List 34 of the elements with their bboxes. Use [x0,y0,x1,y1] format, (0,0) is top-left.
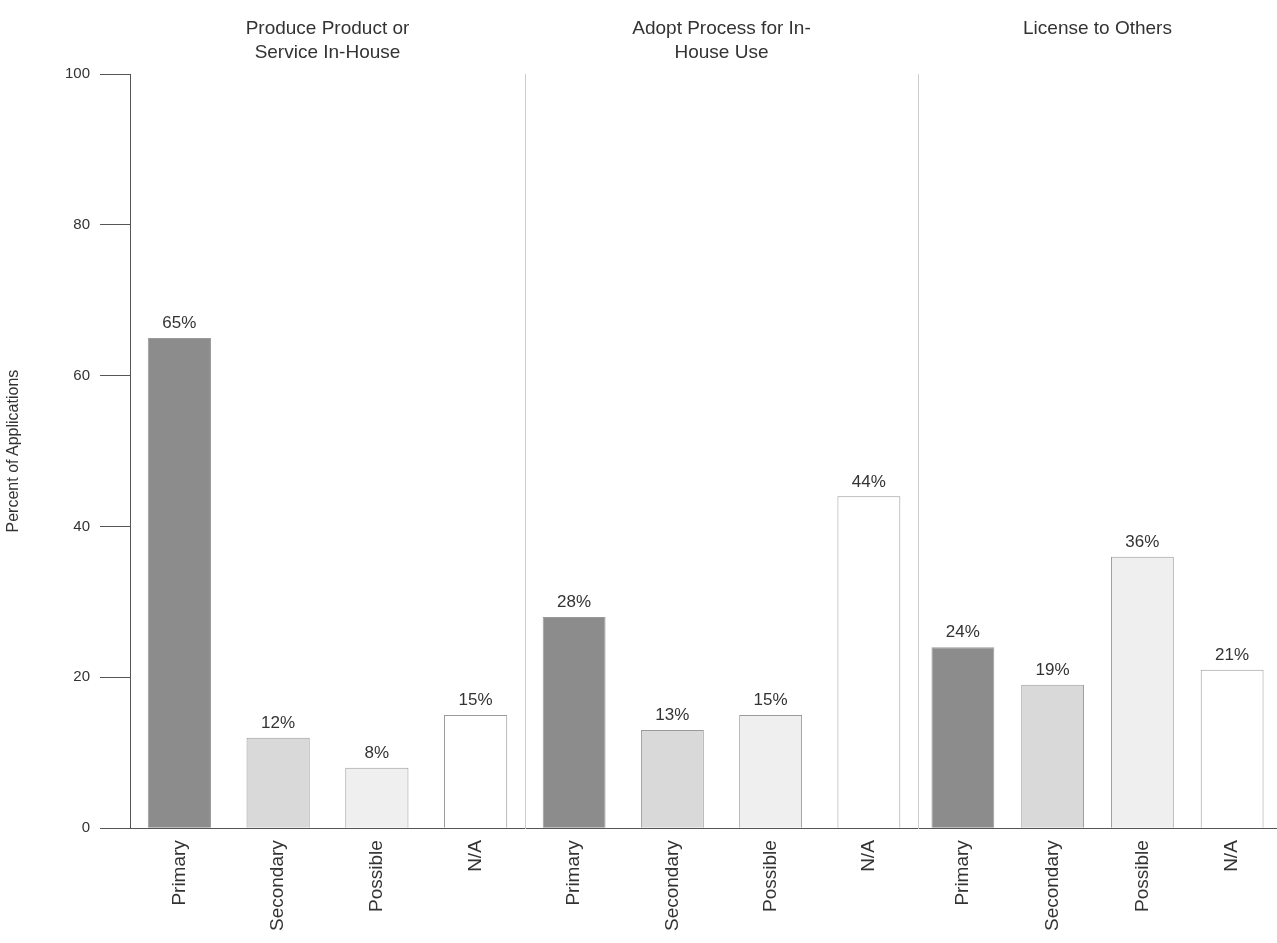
data-label: 24% [945,622,980,642]
data-label: 36% [1125,531,1160,551]
x-tick-label: Primary [167,839,189,906]
data-label: 13% [655,705,690,725]
chart-title: License to Others [1022,16,1173,40]
x-tick-label: N/A [463,839,485,872]
data-label: 65% [162,313,197,333]
x-tick-label: Possible [758,840,780,912]
chart-title: Adopt Process for In-House Use [631,16,812,64]
x-tick-label: N/A [857,839,879,872]
x-tick-label: Primary [951,839,973,906]
y-tick-label: 0 [81,818,90,836]
y-tick-label: 20 [73,667,90,685]
y-tick-label: 40 [73,516,90,534]
x-tick-label: Primary [562,839,584,906]
x-tick-label: Possible [1130,840,1152,912]
x-tick-label: Secondary [266,839,288,932]
x-tick-label: N/A [1220,839,1242,872]
data-label: 8% [364,743,390,763]
x-tick-label: Secondary [1040,839,1062,932]
y-tick-label: 60 [73,365,90,383]
data-label: 21% [1215,644,1250,664]
y-axis-title: Percent of Applications [4,369,22,533]
x-tick-label: Secondary [660,839,682,932]
data-label: 15% [753,690,788,710]
data-label: 28% [557,592,592,612]
y-tick-label: 80 [73,214,90,232]
x-tick-label: Possible [365,840,387,912]
data-label: 12% [261,712,296,732]
data-label: 19% [1035,660,1070,680]
data-label: 15% [458,690,493,710]
y-tick-label: 100 [64,64,90,82]
chart-title: Produce Product or Service In-House [244,16,411,64]
data-label: 44% [851,471,886,491]
